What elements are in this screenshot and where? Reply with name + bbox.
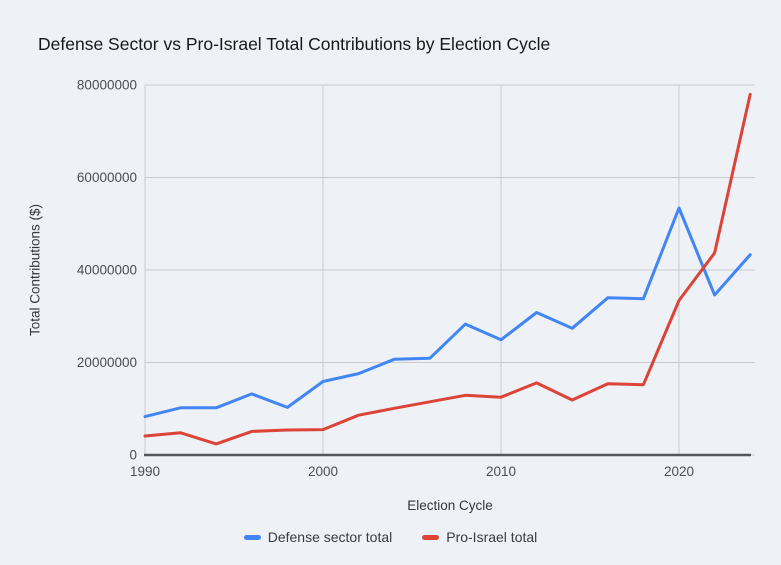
legend-label-pro-israel: Pro-Israel total [446, 529, 538, 545]
legend-swatch-defense-icon [243, 534, 261, 540]
legend-item-defense-sector: Defense sector total [243, 529, 393, 545]
legend-item-pro-israel: Pro-Israel total [422, 529, 537, 545]
x-axis-title: Election Cycle [407, 498, 493, 513]
y-tick-label: 0 [129, 448, 137, 463]
series-line-pro-israel-total [143, 92, 752, 446]
y-tick-label: 20000000 [77, 355, 137, 370]
y-axis-title: Total Contributions ($) [27, 203, 43, 337]
legend-label-defense-sector: Defense sector total [267, 529, 393, 545]
chart-legend: Defense sector total Pro-Israel total [0, 529, 781, 545]
x-tick-label: 1990 [130, 464, 160, 479]
x-tick-label: 2000 [308, 464, 338, 479]
y-tick-label: 40000000 [77, 263, 137, 278]
chart-title: Defense Sector vs Pro-Israel Total Contr… [38, 34, 551, 54]
x-tick-label: 2010 [486, 464, 516, 479]
y-tick-label: 80000000 [77, 78, 137, 93]
legend-swatch-pro-israel-icon [422, 534, 440, 540]
series-line-defense-sector-total [143, 206, 752, 419]
y-tick-label: 60000000 [77, 170, 137, 185]
x-tick-label: 2020 [664, 464, 694, 479]
